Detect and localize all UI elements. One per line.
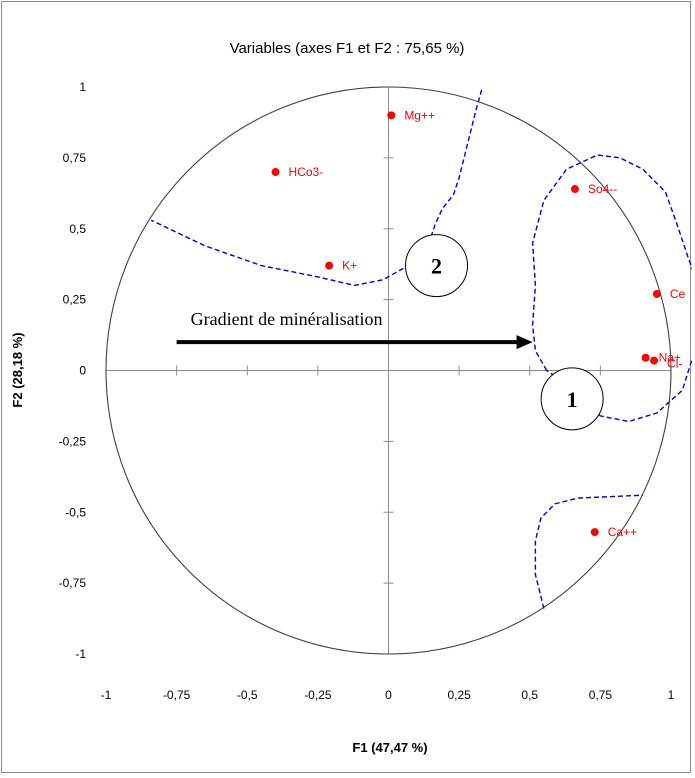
y-tick-label: 0 [79,364,86,378]
gradient-annotation: Gradient de minéralisation [176,309,533,350]
point-label: K+ [342,259,357,273]
point-label: Ca++ [608,525,637,539]
data-point [325,261,334,270]
point-label: Cl- [667,357,682,371]
point-label: Mg++ [404,108,435,122]
x-tick-label: -0,75 [163,688,191,702]
y-tick-label: -1 [75,647,86,661]
x-axis-label: F1 (47,47 %) [352,740,427,755]
x-tick-label: -1 [101,688,112,702]
data-point [590,528,599,537]
data-point [570,185,579,194]
unit-circle [105,86,672,655]
y-tick-label: 0,25 [63,293,87,307]
group-1-label: 1 [567,387,578,412]
point-label: So4-- [588,182,617,196]
group-2-marker [405,234,469,298]
axes [105,86,672,655]
y-axis-label: F2 (28,18 %) [10,332,25,407]
y-tick-label: -0,75 [59,576,87,590]
data-points: Mg++ HCo3- So4-- K+ Ce Na+Cl- Ca++ [271,108,686,539]
x-tick-label: -0,25 [304,688,332,702]
group-1-marker [540,367,604,431]
y-tick-label: 1 [79,80,86,94]
group-boundaries: 12 [150,89,692,609]
data-point [652,289,661,298]
x-tick-label: 1 [668,688,675,702]
x-tick-label: 0,75 [589,688,613,702]
point-label: Ce [670,287,686,301]
group-boundary-3 [534,494,643,609]
point-label: Na+ [659,351,681,365]
point-label: HCo3- [289,165,324,179]
y-tick-label: -0,5 [65,505,86,519]
group-boundary-2 [531,154,692,423]
tick-labels: -1 -0,75 -0,5 -0,25 0 0,25 0,5 0,75 1 -1 -0,75 -0,5… [59,80,675,702]
data-point [271,168,280,177]
y-tick-label: 0,75 [63,151,87,165]
x-tick-label: -0,5 [237,688,258,702]
chart-title: Variables (axes F1 et F2 : 75,65 %) [230,40,465,57]
gradient-label: Gradient de minéralisation [191,309,383,329]
data-point [387,111,396,120]
y-tick-label: -0,25 [59,434,87,448]
y-tick-label: 0,5 [69,222,86,236]
group-2-label: 2 [431,254,442,279]
correlation-circle [105,86,672,655]
data-point [650,356,659,365]
data-point [641,353,650,362]
x-tick-label: 0,25 [447,688,471,702]
x-tick-label: 0 [385,688,392,702]
gradient-arrow-head [516,335,533,350]
x-tick-label: 0,5 [521,688,538,702]
